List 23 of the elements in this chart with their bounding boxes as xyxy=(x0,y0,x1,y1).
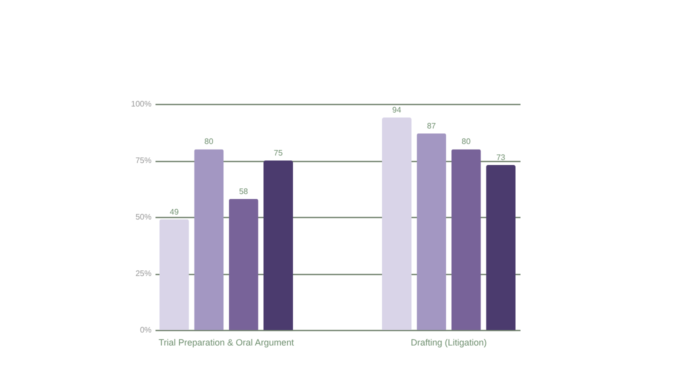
y-tick-label: 25% xyxy=(135,269,152,278)
bar xyxy=(159,219,189,330)
data-label: 80 xyxy=(204,137,214,146)
bar xyxy=(486,165,516,330)
bar xyxy=(451,149,481,330)
y-tick-label: 75% xyxy=(135,156,152,165)
data-label: 80 xyxy=(462,137,472,146)
x-tick-label: Drafting (Litigation) xyxy=(410,338,487,348)
bar xyxy=(228,198,258,330)
data-label: 58 xyxy=(239,186,249,196)
y-tick-label: 0% xyxy=(140,326,152,334)
y-tick-label: 50% xyxy=(135,212,152,222)
data-label: 87 xyxy=(426,121,436,130)
bar xyxy=(416,133,446,330)
data-label: 75 xyxy=(274,148,284,158)
bar xyxy=(264,160,293,330)
data-label: 49 xyxy=(170,207,180,216)
y-tick-label: 100% xyxy=(131,100,152,108)
x-tick-label: Trial Preparation & Oral Argument xyxy=(158,338,294,348)
data-label: 73 xyxy=(496,153,506,162)
data-label: 94 xyxy=(392,106,402,115)
bar xyxy=(382,118,412,330)
bar xyxy=(194,149,224,330)
